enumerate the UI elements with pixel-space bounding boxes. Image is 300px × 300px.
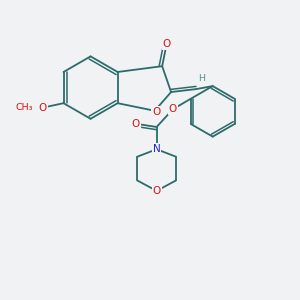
Text: O: O <box>152 186 161 196</box>
Text: O: O <box>163 39 171 49</box>
Text: H: H <box>198 74 205 83</box>
Text: N: N <box>153 144 160 154</box>
Text: O: O <box>132 119 140 129</box>
Text: O: O <box>152 107 160 117</box>
Text: O: O <box>169 104 177 114</box>
Text: O: O <box>39 103 47 112</box>
Text: CH₃: CH₃ <box>16 103 33 112</box>
